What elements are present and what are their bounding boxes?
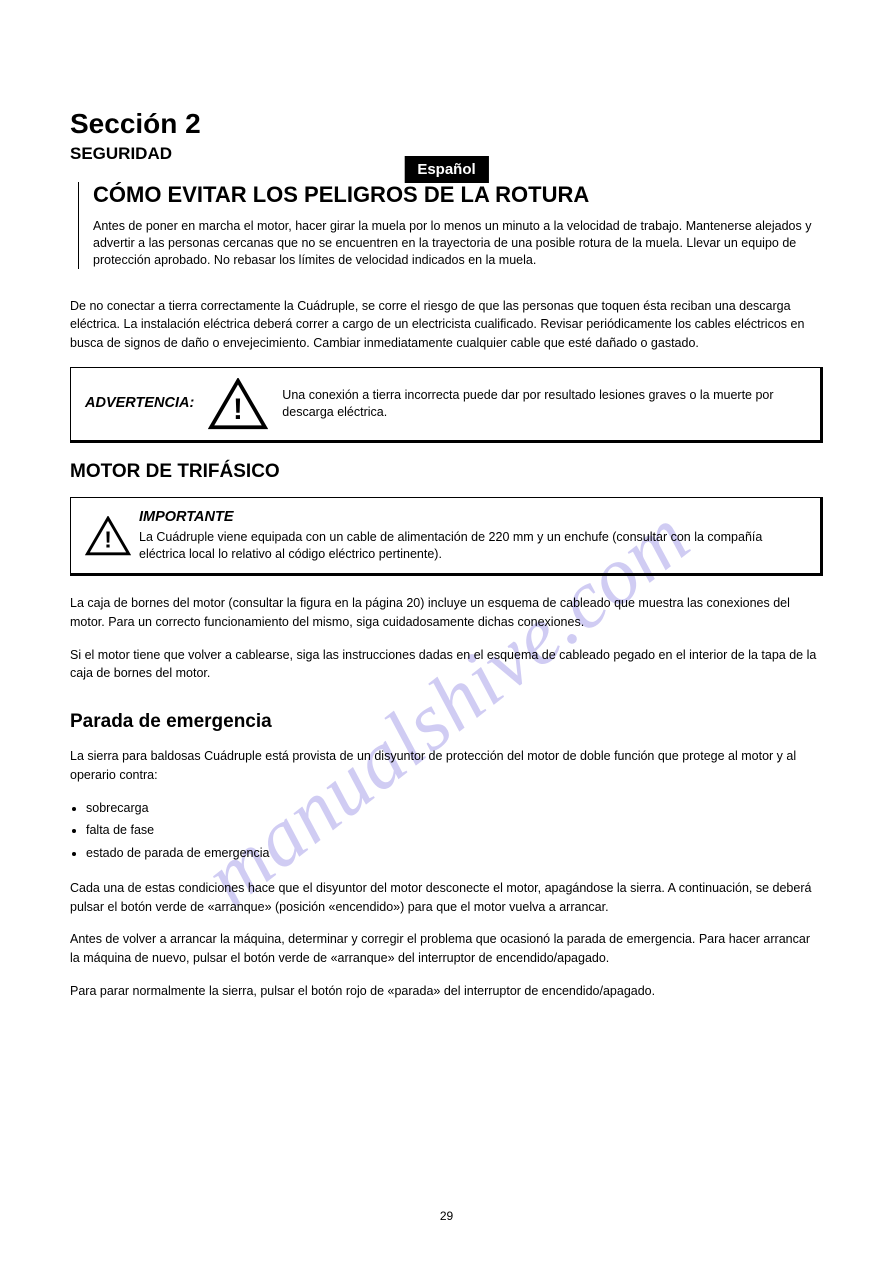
svg-text:!: ! xyxy=(233,393,243,426)
important-label: IMPORTANTE xyxy=(139,508,806,528)
advert-label: ADVERTENCIA: xyxy=(85,395,194,411)
section-title: Sección 2 xyxy=(70,108,823,140)
motor-p2: Si el motor tiene que volver a cablearse… xyxy=(70,646,823,684)
shutdown-bullets: sobrecarga falta de fase estado de parad… xyxy=(70,799,823,863)
ground-intro: De no conectar a tierra correctamente la… xyxy=(70,297,823,353)
avoid-body: Antes de poner en marcha el motor, hacer… xyxy=(93,218,823,269)
page-number: 29 xyxy=(440,1209,453,1223)
language-badge: Español xyxy=(404,156,488,183)
motor-phase-title: MOTOR DE TRIFÁSICO xyxy=(70,461,823,483)
advert-text: Una conexión a tierra incorrecta puede d… xyxy=(282,387,806,421)
list-item: estado de parada de emergencia xyxy=(86,844,823,863)
important-text: La Cuádruple viene equipada con un cable… xyxy=(139,529,806,563)
shutdown-intro: La sierra para baldosas Cuádruple está p… xyxy=(70,747,823,785)
warning-triangle-icon: ! xyxy=(208,378,268,430)
motor-p1: La caja de bornes del motor (consultar l… xyxy=(70,594,823,632)
shutdown-reset: Antes de volver a arrancar la máquina, d… xyxy=(70,930,823,968)
avoid-title: CÓMO EVITAR LOS PELIGROS DE LA ROTURA xyxy=(93,182,823,208)
important-box: ! IMPORTANTE La Cuádruple viene equipada… xyxy=(70,497,823,576)
warning-triangle-icon: ! xyxy=(85,516,131,556)
shutdown-stop: Para parar normalmente la sierra, pulsar… xyxy=(70,982,823,1001)
warning-advert-box: ADVERTENCIA: ! Una conexión a tierra inc… xyxy=(70,367,823,443)
avoid-block: CÓMO EVITAR LOS PELIGROS DE LA ROTURA An… xyxy=(78,182,823,269)
list-item: sobrecarga xyxy=(86,799,823,818)
svg-text:!: ! xyxy=(104,526,112,552)
shutdown-title: Parada de emergencia xyxy=(70,711,823,733)
shutdown-after: Cada una de estas condiciones hace que e… xyxy=(70,879,823,917)
list-item: falta de fase xyxy=(86,821,823,840)
